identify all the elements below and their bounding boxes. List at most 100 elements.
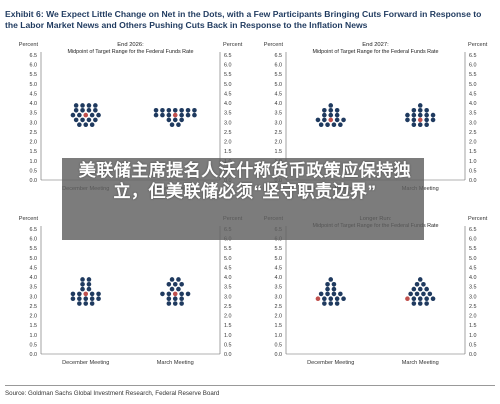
dot-marker: [331, 281, 337, 287]
y-tick-label-right: 5.0: [469, 256, 477, 262]
dot-marker: [424, 286, 429, 292]
dot-marker: [411, 107, 417, 113]
panel-title: End 2027:: [362, 42, 389, 48]
dot-marker: [325, 286, 330, 292]
dot-marker: [73, 107, 79, 113]
panel-title: End 2026:: [117, 42, 144, 48]
y-tick-label-right: 6.5: [224, 53, 232, 59]
dot-marker: [89, 296, 95, 302]
dot-marker: [325, 122, 330, 128]
y-tick-label-right: 4.5: [224, 91, 232, 97]
dot-marker: [166, 291, 172, 297]
y-tick-label-left: 0.5: [30, 168, 38, 174]
dot-marker: [411, 122, 417, 128]
dot-marker: [73, 117, 79, 123]
dot-marker: [179, 296, 184, 302]
y-tick-label-left: 4.0: [275, 275, 283, 281]
y-tick-label-left: 4.5: [30, 265, 38, 271]
dot-marker: [322, 117, 327, 123]
y-tick-label-right: 3.5: [224, 111, 232, 117]
y-tick-label-left: 6.0: [30, 237, 38, 243]
y-tick-label-left: 4.5: [275, 91, 283, 97]
y-tick-label-left: 3.5: [275, 285, 283, 291]
dot-marker: [328, 277, 334, 282]
y-tick-label-right: 3.0: [224, 120, 232, 126]
dot-marker: [430, 296, 436, 302]
y-tick-label-right: 2.5: [469, 304, 477, 310]
dot-marker: [411, 112, 417, 118]
y-tick-label-left: 0.0: [30, 352, 38, 358]
dot-marker: [153, 107, 159, 113]
dot-marker: [417, 296, 423, 302]
dot-marker: [334, 296, 340, 302]
dot-marker: [417, 286, 423, 292]
dot-marker: [417, 122, 423, 128]
y-tick-label-right: 0.0: [469, 178, 477, 184]
y-tick-label-left: 6.5: [30, 53, 38, 59]
dot-marker: [192, 112, 197, 118]
dot-marker: [160, 107, 165, 113]
dot-marker: [322, 112, 327, 118]
dot-marker: [172, 301, 178, 306]
y-tick-label-right: 1.5: [224, 323, 232, 329]
dot-marker: [338, 291, 343, 297]
dot-marker: [411, 286, 417, 292]
dot-marker: [185, 291, 191, 297]
y-tick-label-left: 3.5: [30, 111, 38, 117]
y-axis-label-right: Percent: [468, 42, 488, 48]
dot-marker: [417, 301, 423, 306]
y-tick-label-left: 1.0: [30, 159, 38, 165]
y-tick-label-left: 6.0: [30, 63, 38, 69]
x-category-label: December Meeting: [307, 360, 354, 366]
y-tick-label-left: 0.5: [275, 342, 283, 348]
dot-marker: [405, 117, 410, 123]
y-tick-label-left: 4.0: [275, 101, 283, 107]
dot-marker: [417, 107, 423, 113]
y-tick-label-right: 4.0: [224, 101, 232, 107]
y-tick-label-left: 5.5: [30, 72, 38, 78]
y-tick-label-right: 6.0: [469, 237, 477, 243]
dot-marker: [179, 112, 184, 118]
y-tick-label-left: 1.5: [30, 149, 38, 155]
dot-marker: [325, 291, 330, 297]
dot-marker: [192, 107, 197, 113]
dot-marker: [96, 112, 101, 118]
dot-marker: [80, 103, 85, 108]
y-axis-label-right: Percent: [468, 216, 488, 222]
y-tick-label-right: 0.5: [469, 342, 477, 348]
dot-marker: [86, 286, 92, 292]
dot-marker: [315, 117, 321, 123]
dot-marker: [421, 291, 426, 297]
dot-marker: [328, 112, 334, 118]
dot-marker: [417, 277, 423, 282]
y-tick-label-left: 2.5: [275, 304, 283, 310]
dot-marker: [70, 296, 76, 302]
dot-marker: [169, 286, 175, 292]
dot-marker: [430, 117, 436, 123]
dot-plot-svg: PercentPercent0.00.00.50.51.01.01.51.52.…: [19, 216, 243, 366]
y-tick-label-right: 5.5: [224, 72, 232, 78]
y-tick-label-left: 3.0: [275, 120, 283, 126]
y-tick-label-right: 0.5: [469, 168, 477, 174]
y-tick-label-right: 2.5: [224, 130, 232, 136]
dot-marker: [328, 301, 334, 306]
y-tick-label-left: 4.0: [30, 101, 38, 107]
dot-marker: [70, 112, 76, 118]
y-tick-label-right: 2.0: [224, 314, 232, 320]
y-tick-label-left: 2.0: [30, 140, 38, 146]
dot-marker: [89, 122, 95, 128]
y-axis-label-left: Percent: [19, 42, 39, 48]
y-tick-label-right: 3.0: [224, 294, 232, 300]
dot-marker: [80, 277, 85, 282]
dot-marker: [179, 301, 184, 306]
y-tick-label-right: 6.5: [469, 53, 477, 59]
dot-marker: [93, 107, 98, 113]
y-tick-label-right: 2.5: [469, 130, 477, 136]
dot-marker: [83, 301, 89, 306]
dot-marker: [414, 281, 420, 287]
y-tick-label-left: 4.5: [30, 91, 38, 97]
dot-marker: [93, 117, 98, 123]
dot-marker: [172, 107, 178, 113]
x-category-label: December Meeting: [62, 360, 109, 366]
x-category-label: March Meeting: [157, 360, 194, 366]
